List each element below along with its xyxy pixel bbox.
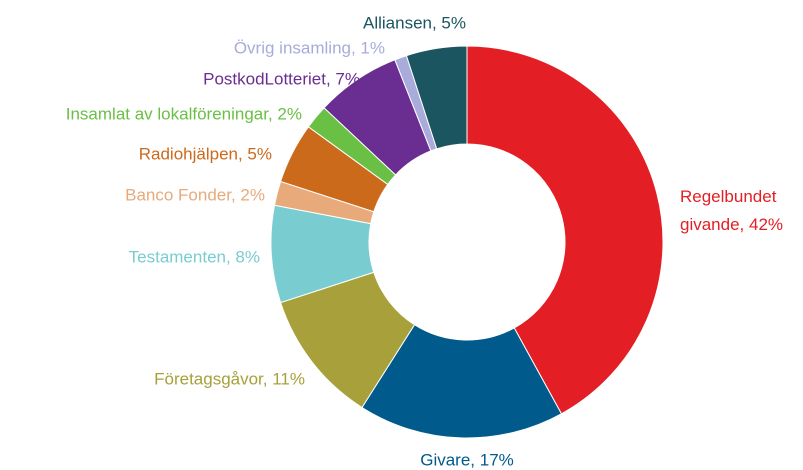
donut-slice — [405, 45, 468, 150]
donut-slice — [361, 324, 563, 439]
slice-label: Radiohjälpen, 5% — [139, 144, 272, 163]
slice-label: Givare, 17% — [420, 450, 514, 469]
slice-label: Insamlat av lokalföreningar, 2% — [66, 104, 302, 123]
donut-slice — [466, 45, 664, 415]
slice-label: Alliansen, 5% — [363, 13, 466, 32]
slice-label: Företagsgåvor, 11% — [154, 369, 305, 388]
slice-label: Banco Fonder, 2% — [125, 185, 265, 204]
slice-label: Regelbundet givande, 42% — [680, 187, 783, 234]
slice-label: Testamenten, 8% — [129, 247, 260, 266]
slice-label: PostkodLotteriet, 7% — [203, 69, 360, 88]
slice-label: Övrig insamling, 1% — [234, 38, 385, 57]
